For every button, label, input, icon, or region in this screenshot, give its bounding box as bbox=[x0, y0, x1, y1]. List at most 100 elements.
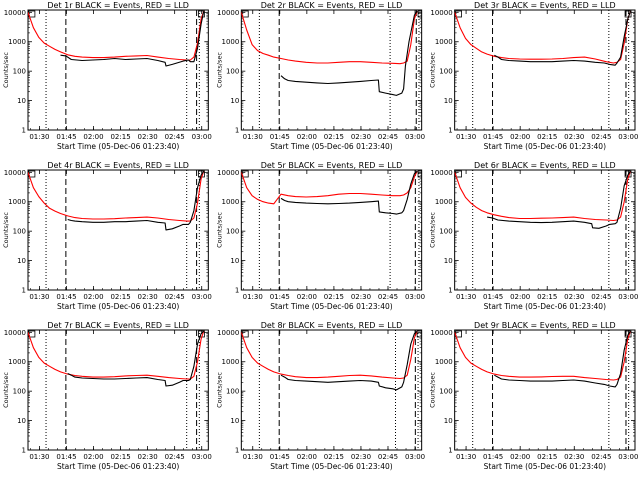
y-tick-label: 1000 bbox=[222, 38, 240, 46]
y-tick-label: 1000 bbox=[435, 358, 453, 366]
x-tick-label: 02:45 bbox=[165, 293, 185, 301]
x-tick-label: 02:00 bbox=[83, 453, 103, 461]
x-axis-label: Start Time (05-Dec-06 01:23:40) bbox=[484, 462, 606, 471]
lld-series-line bbox=[241, 170, 418, 205]
y-tick-label: 10 bbox=[17, 97, 26, 105]
x-tick-label: 02:30 bbox=[564, 133, 584, 141]
y-axis-label: Counts/sec bbox=[215, 372, 223, 408]
events-series-line bbox=[487, 170, 631, 229]
x-tick-label: 01:30 bbox=[243, 293, 263, 301]
top-marker-box bbox=[417, 170, 422, 178]
plot-panel-5: Det 5r BLACK = Events, RED = LLD 1 10 100 10… bbox=[215, 161, 425, 311]
plot-panel-9: Det 9r BLACK = Events, RED = LLD 1 10 100 10… bbox=[429, 321, 639, 471]
x-axis-label: Start Time (05-Dec-06 01:23:40) bbox=[270, 302, 392, 311]
x-tick-label: 02:00 bbox=[510, 453, 530, 461]
y-axis-label: Counts/sec bbox=[2, 372, 10, 408]
plot-frame bbox=[240, 329, 423, 451]
y-tick-label: 10000 bbox=[4, 329, 26, 337]
y-tick-label: 100 bbox=[226, 388, 239, 396]
x-tick-label: 01:45 bbox=[270, 453, 290, 461]
events-series-line bbox=[494, 330, 631, 388]
plot-area bbox=[28, 330, 205, 450]
x-tick-label: 02:30 bbox=[564, 293, 584, 301]
y-tick-label: 1000 bbox=[435, 38, 453, 46]
lld-series-line bbox=[454, 330, 632, 381]
x-tick-label: 03:00 bbox=[405, 453, 425, 461]
panel-title: Det 5r BLACK = Events, RED = LLD bbox=[261, 161, 403, 170]
x-tick-label: 02:30 bbox=[138, 133, 158, 141]
panel-title: Det 3r BLACK = Events, RED = LLD bbox=[474, 1, 616, 10]
y-tick-label: 10 bbox=[444, 97, 453, 105]
y-tick-label: 1 bbox=[235, 447, 239, 455]
y-tick-label: 1000 bbox=[222, 198, 240, 206]
y-tick-label: 10 bbox=[230, 257, 239, 265]
x-tick-label: 02:15 bbox=[537, 133, 557, 141]
y-tick-label: 1000 bbox=[222, 358, 240, 366]
panel-title: Det 4r BLACK = Events, RED = LLD bbox=[47, 161, 189, 170]
x-tick-label: 02:15 bbox=[110, 453, 130, 461]
y-tick-label: 100 bbox=[226, 68, 239, 76]
y-tick-label: 1 bbox=[448, 447, 452, 455]
x-tick-label: 03:00 bbox=[618, 453, 638, 461]
y-tick-label: 10000 bbox=[430, 169, 452, 177]
y-axis-label: Counts/sec bbox=[429, 212, 437, 248]
x-tick-label: 03:00 bbox=[405, 133, 425, 141]
y-tick-label: 100 bbox=[439, 228, 452, 236]
panel-title: Det 1r BLACK = Events, RED = LLD bbox=[47, 1, 189, 10]
x-tick-label: 01:45 bbox=[56, 293, 76, 301]
plot-frame bbox=[27, 9, 209, 131]
x-tick-label: 02:15 bbox=[537, 453, 557, 461]
x-tick-label: 02:15 bbox=[324, 293, 344, 301]
y-tick-label: 10000 bbox=[217, 169, 239, 177]
y-axis-label: Counts/sec bbox=[2, 52, 10, 88]
x-axis-label: Start Time (05-Dec-06 01:23:40) bbox=[270, 462, 392, 471]
x-tick-label: 02:15 bbox=[110, 133, 130, 141]
x-tick-label: 01:45 bbox=[483, 453, 503, 461]
y-tick-label: 10000 bbox=[217, 329, 239, 337]
x-tick-label: 02:30 bbox=[351, 293, 371, 301]
x-tick-label: 02:00 bbox=[297, 133, 317, 141]
plot-frame bbox=[27, 329, 209, 451]
x-tick-label: 02:15 bbox=[324, 133, 344, 141]
x-tick-label: 02:30 bbox=[564, 453, 584, 461]
plot-area bbox=[454, 10, 632, 130]
plot-frame bbox=[240, 169, 423, 291]
y-tick-label: 10 bbox=[17, 417, 26, 425]
x-tick-label: 02:00 bbox=[83, 133, 103, 141]
y-tick-label: 10000 bbox=[430, 329, 452, 337]
x-tick-label: 02:45 bbox=[165, 133, 185, 141]
x-tick-label: 02:45 bbox=[378, 293, 398, 301]
plot-panel-1: Det 1r BLACK = Events, RED = LLD 1 10 100 10… bbox=[2, 1, 212, 151]
x-tick-label: 01:30 bbox=[29, 293, 49, 301]
y-axis-label: Counts/sec bbox=[215, 52, 223, 88]
events-series-line bbox=[67, 330, 205, 387]
x-tick-label: 01:30 bbox=[456, 293, 476, 301]
y-tick-label: 10000 bbox=[4, 169, 26, 177]
plot-area bbox=[28, 10, 205, 130]
y-tick-label: 100 bbox=[439, 388, 452, 396]
events-series-line bbox=[280, 10, 418, 96]
y-tick-label: 10 bbox=[444, 417, 453, 425]
y-tick-label: 100 bbox=[226, 228, 239, 236]
x-tick-label: 01:45 bbox=[270, 133, 290, 141]
plot-area bbox=[454, 330, 632, 450]
panel-title: Det 9r BLACK = Events, RED = LLD bbox=[474, 321, 616, 330]
events-series-line bbox=[280, 330, 418, 391]
lld-series-line bbox=[241, 330, 418, 380]
x-tick-label: 02:30 bbox=[351, 133, 371, 141]
y-axis-label: Counts/sec bbox=[2, 212, 10, 248]
top-marker-box bbox=[417, 10, 422, 18]
y-axis-label: Counts/sec bbox=[215, 212, 223, 248]
x-tick-label: 02:45 bbox=[591, 133, 611, 141]
x-axis-label: Start Time (05-Dec-06 01:23:40) bbox=[484, 302, 606, 311]
y-tick-label: 100 bbox=[13, 228, 26, 236]
x-tick-label: 03:00 bbox=[192, 133, 212, 141]
plot-panel-2: Det 2r BLACK = Events, RED = LLD 1 10 100 10… bbox=[215, 1, 425, 151]
x-tick-label: 02:15 bbox=[110, 293, 130, 301]
events-series-line bbox=[60, 10, 205, 67]
plot-panel-4: Det 4r BLACK = Events, RED = LLD 1 10 100 10… bbox=[2, 161, 212, 311]
x-tick-label: 02:00 bbox=[297, 453, 317, 461]
x-tick-label: 02:30 bbox=[138, 453, 158, 461]
y-tick-label: 10000 bbox=[217, 9, 239, 17]
